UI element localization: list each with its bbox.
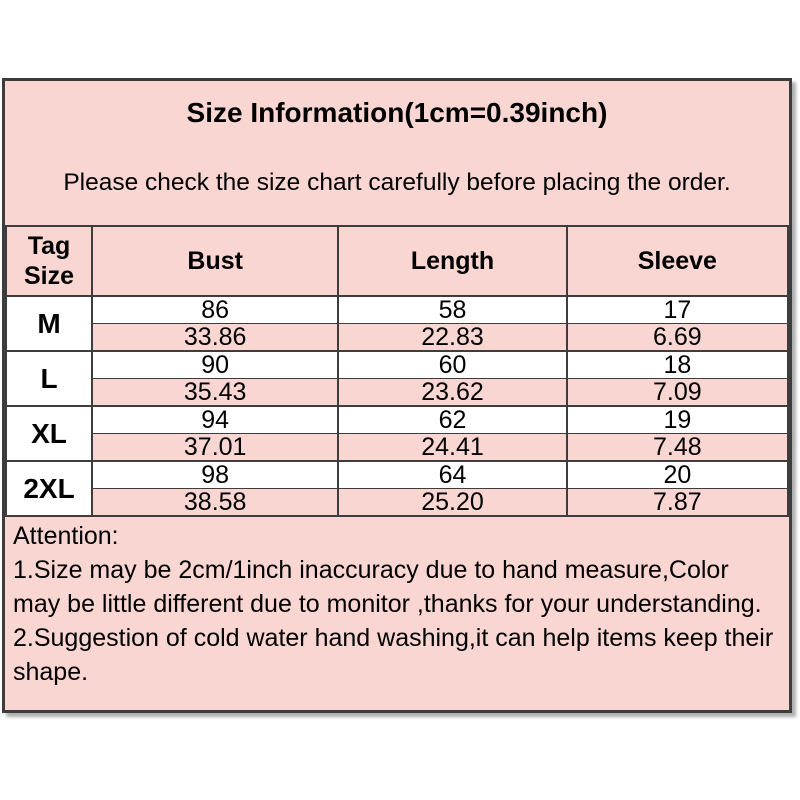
xl-length-inch: 24.41: [337, 433, 568, 462]
xl-sleeve-cm: 19: [565, 405, 790, 434]
l-length-cm: 60: [337, 350, 568, 379]
l-bust-inch: 35.43: [91, 378, 340, 407]
m-bust-cm: 86: [91, 295, 340, 324]
col-header-tag-size: Tag Size: [4, 225, 94, 297]
2xl-sleeve-inch: 7.87: [565, 488, 790, 517]
intro-section: Size Information(1cm=0.39inch) Please ch…: [5, 81, 789, 225]
col-header-length: Length: [337, 225, 568, 297]
size-info-subtitle: Please check the size chart carefully be…: [63, 169, 731, 196]
2xl-length-cm: 64: [337, 460, 568, 489]
col-header-bust: Bust: [91, 225, 340, 297]
l-bust-cm: 90: [91, 350, 340, 379]
size-label-m: M: [4, 295, 94, 352]
xl-sleeve-inch: 7.48: [565, 433, 790, 462]
xl-bust-cm: 94: [91, 405, 340, 434]
2xl-bust-inch: 38.58: [91, 488, 340, 517]
size-label-xl: XL: [4, 405, 94, 462]
attention-note-2: 2.Suggestion of cold water hand washing,…: [13, 624, 774, 686]
m-length-inch: 22.83: [337, 323, 568, 352]
m-sleeve-inch: 6.69: [565, 323, 790, 352]
size-xl-cm-row: XL 94 62 19: [4, 405, 790, 462]
size-table: Tag Size Bust Length Sleeve M 86 58 17 3…: [4, 225, 790, 517]
size-m-inch-row: 33.86 22.83 6.69: [6, 323, 790, 352]
size-2xl-inch-row: 38.58 25.20 7.87: [6, 488, 790, 517]
size-label-l: L: [4, 350, 94, 407]
size-xl-inch-row: 37.01 24.41 7.48: [6, 433, 790, 462]
attention-heading: Attention:: [13, 522, 119, 550]
size-l-cm-row: L 90 60 18: [4, 350, 790, 407]
attention-section: Attention: 1.Size may be 2cm/1inch inacc…: [5, 517, 789, 710]
size-chart-panel: Size Information(1cm=0.39inch) Please ch…: [2, 78, 792, 713]
size-table-header-row: Tag Size Bust Length Sleeve: [4, 225, 790, 297]
m-sleeve-cm: 17: [565, 295, 790, 324]
attention-note-1: 1.Size may be 2cm/1inch inaccuracy due t…: [13, 556, 762, 618]
size-l-inch-row: 35.43 23.62 7.09: [6, 378, 790, 407]
2xl-sleeve-cm: 20: [565, 460, 790, 489]
size-label-2xl: 2XL: [4, 460, 94, 517]
xl-bust-inch: 37.01: [91, 433, 340, 462]
size-2xl-cm-row: 2XL 98 64 20: [4, 460, 790, 517]
xl-length-cm: 62: [337, 405, 568, 434]
m-bust-inch: 33.86: [91, 323, 340, 352]
2xl-bust-cm: 98: [91, 460, 340, 489]
l-length-inch: 23.62: [337, 378, 568, 407]
l-sleeve-cm: 18: [565, 350, 790, 379]
l-sleeve-inch: 7.09: [565, 378, 790, 407]
2xl-length-inch: 25.20: [337, 488, 568, 517]
size-m-cm-row: M 86 58 17: [4, 295, 790, 352]
size-info-title: Size Information(1cm=0.39inch): [186, 97, 608, 128]
col-header-sleeve: Sleeve: [565, 225, 790, 297]
m-length-cm: 58: [337, 295, 568, 324]
